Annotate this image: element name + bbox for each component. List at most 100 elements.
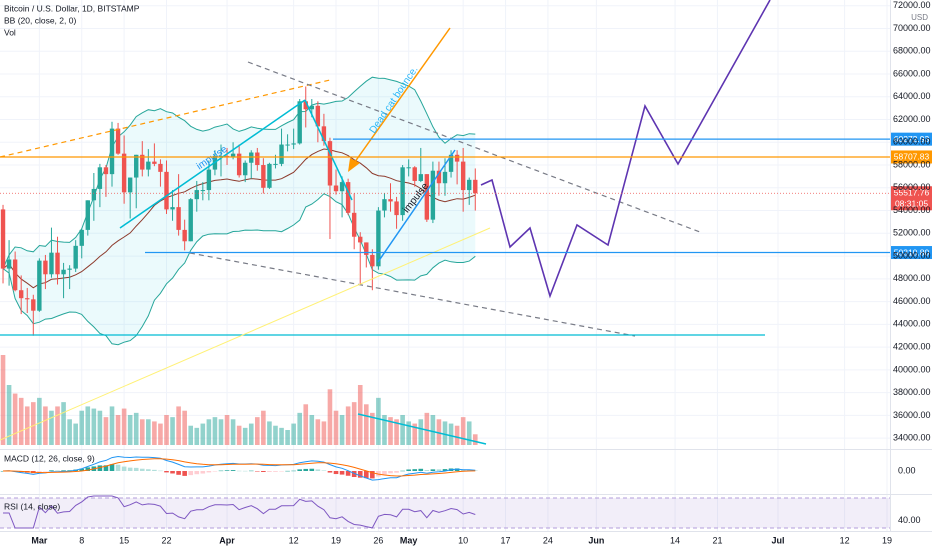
price-tag-label: 60272.93 xyxy=(894,134,930,144)
candle-body xyxy=(200,190,206,192)
macd-histogram xyxy=(436,469,442,471)
candle-body xyxy=(303,101,308,110)
volume-bar xyxy=(206,419,212,445)
candle-body xyxy=(115,128,121,154)
candle-body xyxy=(418,174,423,181)
macd-histogram xyxy=(351,471,357,478)
volume-bar xyxy=(242,427,248,445)
candle-body xyxy=(37,260,42,311)
macd-histogram xyxy=(188,471,194,476)
macd-histogram xyxy=(291,470,296,472)
bb-basis xyxy=(2,148,476,289)
y-tick-label: 68000.00 xyxy=(893,46,931,56)
volume-bar xyxy=(224,415,230,445)
y-tick-label: 42000.00 xyxy=(893,341,931,351)
volume-bar xyxy=(67,419,72,445)
y-tick-label: 56000.00 xyxy=(893,182,931,192)
volume-bar xyxy=(212,417,218,445)
volume-bar xyxy=(261,410,266,445)
candle-body xyxy=(424,174,430,220)
volume-bar xyxy=(91,408,97,445)
indicator-label: BB (20, close, 2, 0) xyxy=(4,15,76,25)
candle-body xyxy=(176,207,181,230)
y-tick-label: 34000.00 xyxy=(893,433,931,443)
macd-histogram xyxy=(85,467,91,471)
volume-bar xyxy=(454,425,460,445)
candle-body xyxy=(6,259,12,269)
candle-body xyxy=(412,167,417,181)
candle-body xyxy=(85,200,90,230)
y-tick-label: 58000.00 xyxy=(893,159,931,169)
candle-body xyxy=(315,105,321,127)
candle-body xyxy=(206,169,212,191)
macd-histogram xyxy=(158,470,163,472)
candle-body xyxy=(339,182,345,192)
y-tick-label: 40000.00 xyxy=(893,364,931,374)
volume-bar xyxy=(442,421,448,445)
macd-histogram xyxy=(121,466,127,471)
candle-body xyxy=(158,163,163,172)
impulse-line xyxy=(119,99,306,229)
volume-bar xyxy=(0,355,6,445)
macd-histogram xyxy=(200,471,206,474)
candle-body xyxy=(49,252,54,275)
y-tick-label: 70000.00 xyxy=(893,23,931,33)
macd-histogram xyxy=(345,471,351,476)
volume-bar xyxy=(182,410,187,445)
macd-histogram xyxy=(152,469,157,471)
candle-body xyxy=(388,199,393,202)
candle-body xyxy=(25,298,30,300)
macd-histogram xyxy=(146,469,151,471)
volume-bar xyxy=(109,406,115,445)
volume-bar xyxy=(152,421,157,445)
candle-body xyxy=(267,163,272,188)
x-tick-label: 19 xyxy=(331,535,341,545)
volume-bar xyxy=(158,423,163,445)
volume-bar xyxy=(279,427,284,445)
bb-lower xyxy=(2,193,476,346)
volume-bar xyxy=(388,417,393,445)
x-tick-label: 8 xyxy=(79,535,84,545)
macd-histogram xyxy=(279,471,284,472)
impulse-line xyxy=(304,99,353,201)
price-axis-bg xyxy=(890,0,932,550)
candle-body xyxy=(146,161,151,170)
chart-title: Bitcoin / U.S. Dollar, 1D, BITSTAMP xyxy=(4,3,140,13)
x-tick-label: 26 xyxy=(373,535,383,545)
macd-histogram xyxy=(230,470,236,471)
macd-histogram xyxy=(315,469,321,471)
macd-histogram xyxy=(115,464,121,471)
macd-histogram xyxy=(327,471,333,473)
volume-bar xyxy=(424,412,430,445)
volume-bar xyxy=(43,406,48,445)
candle-body xyxy=(351,212,357,237)
volume-bar xyxy=(236,425,242,445)
candle-body xyxy=(12,259,18,291)
x-tick-label: May xyxy=(400,535,418,545)
macd-histogram xyxy=(236,470,242,472)
candle-body xyxy=(333,185,339,192)
macd-histogram xyxy=(139,468,145,471)
volume-bar xyxy=(255,417,260,445)
y-tick-label: 46000.00 xyxy=(893,296,931,306)
candle-body xyxy=(430,170,436,220)
countdown: 08:31:05 xyxy=(895,199,928,209)
macd-histogram xyxy=(339,471,345,475)
projection-path xyxy=(480,0,771,299)
macd-histogram xyxy=(79,468,85,471)
volume-bar xyxy=(164,415,169,445)
macd-histogram xyxy=(194,471,200,475)
volume-bar xyxy=(218,419,224,445)
macd-histogram xyxy=(206,471,212,473)
macd-histogram xyxy=(442,469,448,471)
arrow xyxy=(351,27,451,167)
x-tick-label: 12 xyxy=(840,535,850,545)
volume-bar xyxy=(121,408,127,445)
y-tick-label: 50000.00 xyxy=(893,250,931,260)
volume-bar xyxy=(188,425,194,445)
volume-bar xyxy=(339,415,345,445)
volume-bar xyxy=(351,402,357,445)
trend-line xyxy=(0,227,491,441)
candle-body xyxy=(473,179,478,194)
